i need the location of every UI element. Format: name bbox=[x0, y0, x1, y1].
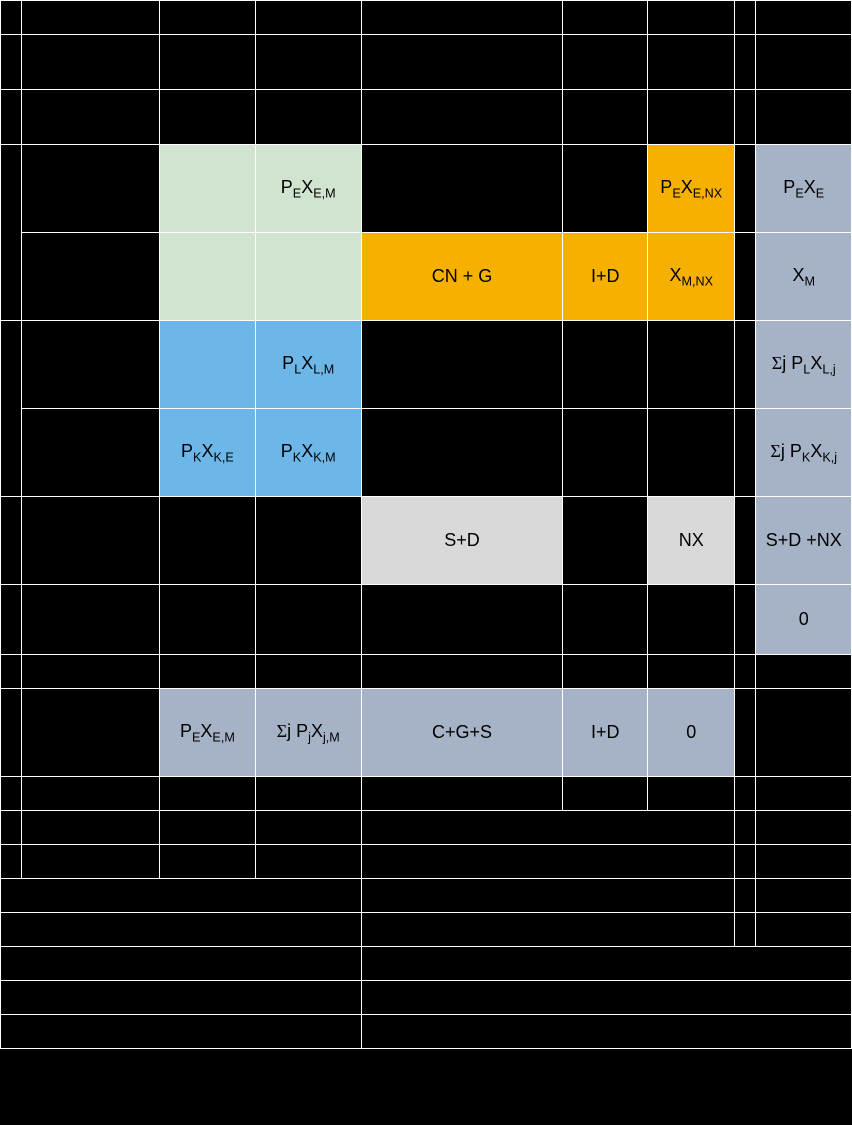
cell-goods-energy bbox=[160, 233, 255, 321]
cell-goods-id: I+D bbox=[563, 233, 648, 321]
cell-labor-total: Σj PLXL,j bbox=[756, 321, 852, 409]
cell-capital-total: Σj PKXK,j bbox=[756, 409, 852, 497]
cell-savings-total: S+D +NX bbox=[756, 497, 852, 585]
rowhdr-totals bbox=[22, 689, 160, 777]
colhdr-cng bbox=[361, 35, 563, 90]
cell-labor-goods: PLXL,M bbox=[255, 321, 361, 409]
cell-goods-cng: CN + G bbox=[361, 233, 563, 321]
cell-total-energy: PEXE,M bbox=[160, 689, 255, 777]
colhdr-total bbox=[756, 35, 852, 90]
cell-goods-nx: XM,NX bbox=[648, 233, 735, 321]
cell-energy-energy bbox=[160, 145, 255, 233]
colhdr-goods bbox=[255, 35, 361, 90]
cell-total-nx: 0 bbox=[648, 689, 735, 777]
cell-capital-goods: PKXK,M bbox=[255, 409, 361, 497]
colhdr-id bbox=[563, 35, 648, 90]
rowhdr-goods bbox=[22, 233, 160, 321]
cell-energy-nx: PEXE,NX bbox=[648, 145, 735, 233]
sam-matrix-table: PEXE,M PEXE,NX PEXE CN + G I+D XM,NX XM … bbox=[0, 0, 852, 1049]
rowhdr-capital bbox=[22, 409, 160, 497]
cell-total-cng: C+G+S bbox=[361, 689, 563, 777]
cell-capital-energy: PKXK,E bbox=[160, 409, 255, 497]
cell-total-id: I+D bbox=[563, 689, 648, 777]
rowhdr-savings bbox=[22, 497, 160, 585]
cell-savings-nx: NX bbox=[648, 497, 735, 585]
cell-savings-cng: S+D bbox=[361, 497, 563, 585]
cell-goods-goods bbox=[255, 233, 361, 321]
colhdr-nx bbox=[648, 35, 735, 90]
rowhdr-energy bbox=[22, 145, 160, 233]
cell-energy-total: PEXE bbox=[756, 145, 852, 233]
cell-goods-total: XM bbox=[756, 233, 852, 321]
rowhdr-labor bbox=[22, 321, 160, 409]
cell-zero-total: 0 bbox=[756, 585, 852, 655]
cell-total-goods: Σj PjXj,M bbox=[255, 689, 361, 777]
colhdr-energy bbox=[160, 35, 255, 90]
cell-energy-goods: PEXE,M bbox=[255, 145, 361, 233]
cell-labor-energy bbox=[160, 321, 255, 409]
